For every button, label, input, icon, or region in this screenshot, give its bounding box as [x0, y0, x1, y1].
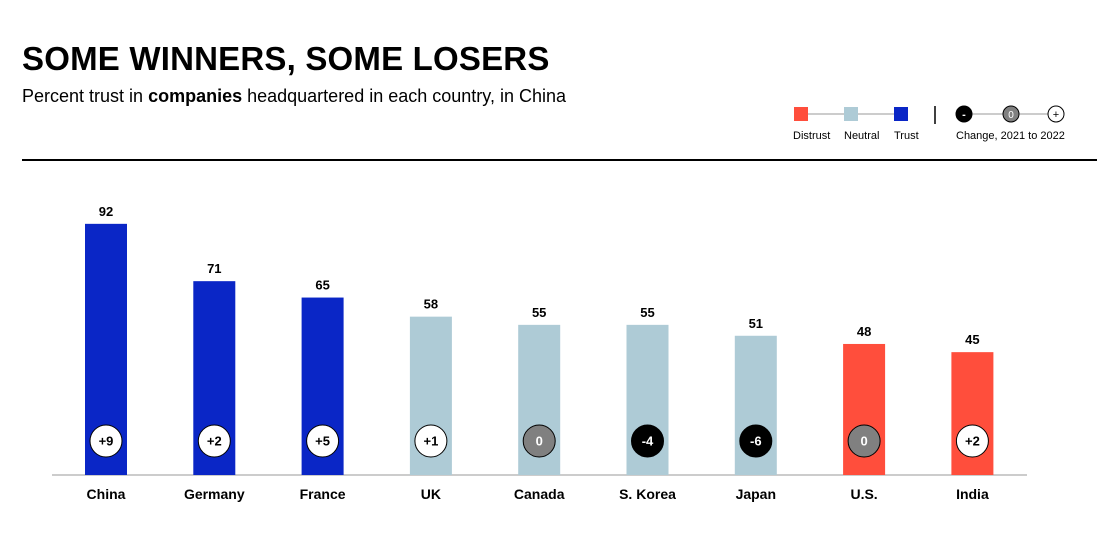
legend-swatch-trust	[894, 107, 908, 121]
legend-change-negative-label: -	[962, 109, 966, 121]
bar-chart: 92 +9 China 71 +2 Germany 65 +5 France 58 +1 UK 55 0 C…	[52, 204, 1027, 502]
category-label-uk: UK	[421, 486, 441, 502]
subtitle-emphasis: companies	[148, 86, 243, 106]
legend-change-negative	[955, 105, 973, 123]
category-label-japan: Japan	[736, 486, 776, 502]
change-label-japan: -6	[750, 434, 762, 449]
change-marker-japan	[739, 424, 773, 458]
legend-change-positive-label: +	[1053, 109, 1059, 121]
change-marker-france	[306, 424, 340, 458]
change-marker-germany	[197, 424, 231, 458]
value-label-china: 92	[99, 204, 113, 219]
legend-change-zero-label: 0	[1008, 110, 1014, 121]
legend-swatch-distrust	[794, 107, 808, 121]
value-label-u-s: 48	[857, 324, 871, 339]
change-marker-s-korea	[631, 424, 664, 458]
value-label-france: 65	[315, 278, 329, 293]
legend-change-zero	[1002, 105, 1020, 123]
change-label-india: +2	[965, 434, 980, 449]
category-label-china: China	[87, 486, 126, 502]
change-label-france: +5	[315, 434, 330, 449]
value-label-uk: 58	[424, 297, 438, 312]
value-label-japan: 51	[749, 316, 763, 331]
chart-title: SOME WINNERS, SOME LOSERS	[22, 40, 550, 77]
category-label-india: India	[956, 486, 989, 502]
category-label-germany: Germany	[184, 486, 245, 502]
category-label-france: France	[300, 486, 346, 502]
value-label-germany: 71	[207, 261, 221, 276]
subtitle-start: Percent trust in	[22, 86, 149, 106]
legend-label-distrust: Distrust	[793, 130, 831, 142]
header-rule	[22, 159, 1097, 161]
change-marker-uk	[414, 424, 448, 458]
legend: - 0 + Distrust Neutral Trust Change, 202…	[780, 104, 1080, 148]
legend-swatch-neutral	[844, 107, 858, 121]
value-label-india: 45	[965, 332, 979, 347]
change-label-canada: 0	[536, 434, 543, 449]
category-label-s-korea: S. Korea	[619, 486, 676, 502]
change-label-uk: +1	[423, 434, 438, 449]
change-marker-u-s	[847, 424, 881, 458]
category-label-canada: Canada	[514, 486, 565, 502]
change-label-s-korea: -4	[642, 434, 654, 449]
legend-change-positive	[1047, 105, 1065, 123]
chart-subtitle: Percent trust in companies headquartered…	[22, 86, 566, 107]
change-label-u-s: 0	[860, 434, 867, 449]
change-label-germany: +2	[207, 434, 222, 449]
legend-label-trust: Trust	[894, 130, 919, 142]
legend-label-change: Change, 2021 to 2022	[956, 130, 1065, 142]
value-label-s-korea: 55	[640, 305, 654, 320]
change-marker-canada	[522, 424, 556, 458]
category-label-u-s: U.S.	[850, 486, 877, 502]
legend-label-neutral: Neutral	[844, 130, 880, 142]
value-label-canada: 55	[532, 305, 546, 320]
change-marker-india	[955, 424, 989, 458]
change-label-china: +9	[99, 434, 114, 449]
legend-swatches: - 0 +	[794, 105, 1065, 124]
change-marker-china	[89, 424, 123, 458]
subtitle-end: headquartered in each country, in China	[242, 86, 566, 106]
